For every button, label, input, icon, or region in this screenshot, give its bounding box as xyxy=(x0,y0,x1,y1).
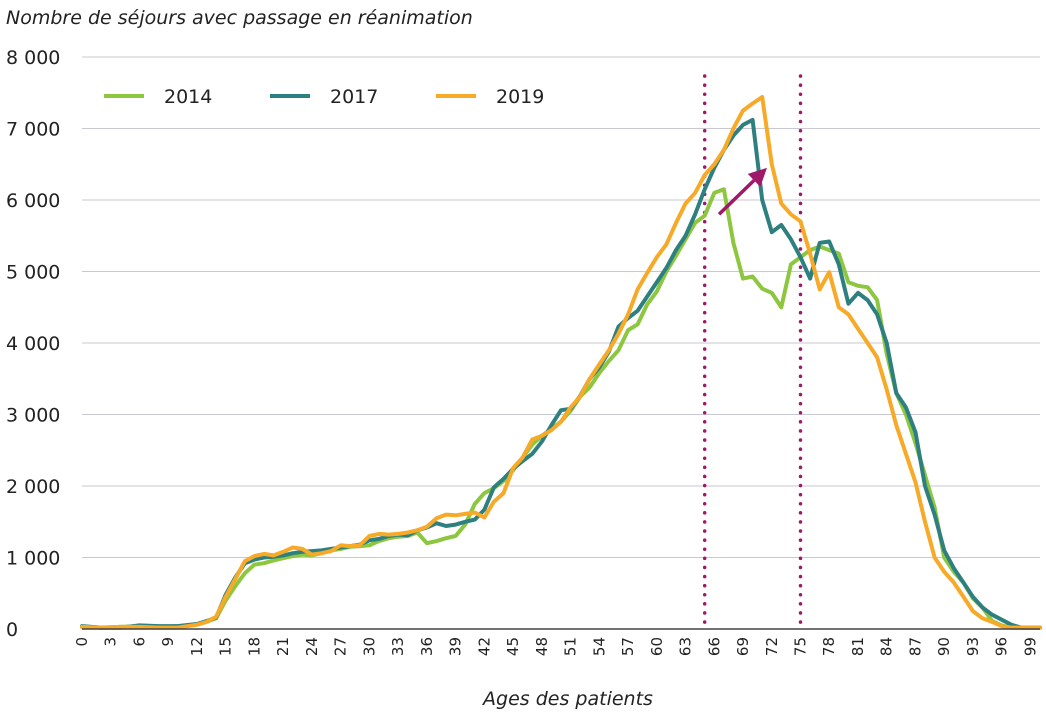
x-tick-label: 21 xyxy=(274,637,292,656)
x-tick-label: 42 xyxy=(475,637,493,656)
y-tick-label: 6 000 xyxy=(6,190,60,212)
x-tick-label: 6 xyxy=(130,637,148,647)
y-tick-label: 4 000 xyxy=(6,333,60,355)
y-tick-labels: 0 1 000 2 000 3 000 4 000 5 000 6 000 7 000 8 00… xyxy=(6,47,60,641)
x-tick-label: 54 xyxy=(590,637,608,656)
x-tick-label: 15 xyxy=(217,637,235,656)
x-tick-label: 27 xyxy=(332,637,350,656)
y-tick-label: 5 000 xyxy=(6,262,60,284)
series-line-2019 xyxy=(80,95,1042,630)
x-tick-label: 78 xyxy=(820,637,838,656)
x-tick-label: 51 xyxy=(562,637,580,656)
series-line-2017 xyxy=(80,117,1042,630)
x-tick-label: 63 xyxy=(677,637,695,656)
x-tick-label: 75 xyxy=(792,637,810,656)
x-tick-label: 93 xyxy=(964,637,982,656)
x-tick-label: 87 xyxy=(906,637,924,656)
x-tick-labels: 0 3 6 9 12 15 18 21 24 27 30 33 36 39 42 45 48 51 54 57 60 63… xyxy=(73,637,1039,656)
x-tick-label: 90 xyxy=(935,637,953,656)
legend-label-2014: 2014 xyxy=(164,86,212,108)
x-tick-label: 72 xyxy=(763,637,781,656)
x-tick-label: 18 xyxy=(245,637,263,656)
chart-title: Nombre de séjours avec passage en réanim… xyxy=(6,7,473,29)
trend-arrow xyxy=(717,167,767,216)
grid-lines xyxy=(82,56,1040,558)
x-tick-label: 99 xyxy=(1021,637,1039,656)
x-tick-label: 60 xyxy=(648,637,666,656)
x-tick-label: 3 xyxy=(102,637,120,647)
y-tick-label: 2 000 xyxy=(6,476,60,498)
legend: 2014 2017 2019 xyxy=(104,86,544,108)
x-tick-label: 96 xyxy=(993,637,1011,656)
x-tick-label: 9 xyxy=(159,637,177,647)
y-tick-label: 1 000 xyxy=(6,548,60,570)
reference-lines xyxy=(702,74,803,631)
y-tick-label: 8 000 xyxy=(6,47,60,69)
y-tick-label: 3 000 xyxy=(6,405,60,427)
x-tick-label: 12 xyxy=(188,637,206,656)
x-tick-label: 69 xyxy=(734,637,752,656)
x-tick-label: 84 xyxy=(878,637,896,656)
series-lines xyxy=(80,95,1042,630)
x-tick-label: 0 xyxy=(73,637,91,647)
x-axis-label: Ages des patients xyxy=(481,688,653,710)
x-tick-label: 24 xyxy=(303,637,321,656)
legend-label-2019: 2019 xyxy=(496,86,544,108)
arrow-head xyxy=(747,167,767,187)
arrow-shaft xyxy=(717,179,756,216)
y-tick-label: 7 000 xyxy=(6,119,60,141)
y-tick-label: 0 xyxy=(6,619,18,641)
x-tick-label: 30 xyxy=(360,637,378,656)
x-tick-label: 48 xyxy=(533,637,551,656)
x-tick-label: 33 xyxy=(389,637,407,656)
x-tick-label: 66 xyxy=(705,637,723,656)
legend-label-2017: 2017 xyxy=(330,86,378,108)
x-tick-label: 39 xyxy=(447,637,465,656)
x-tick-label: 57 xyxy=(619,637,637,656)
x-tick-label: 45 xyxy=(504,637,522,656)
x-tick-label: 36 xyxy=(418,637,436,656)
x-tick-label: 81 xyxy=(849,637,867,656)
